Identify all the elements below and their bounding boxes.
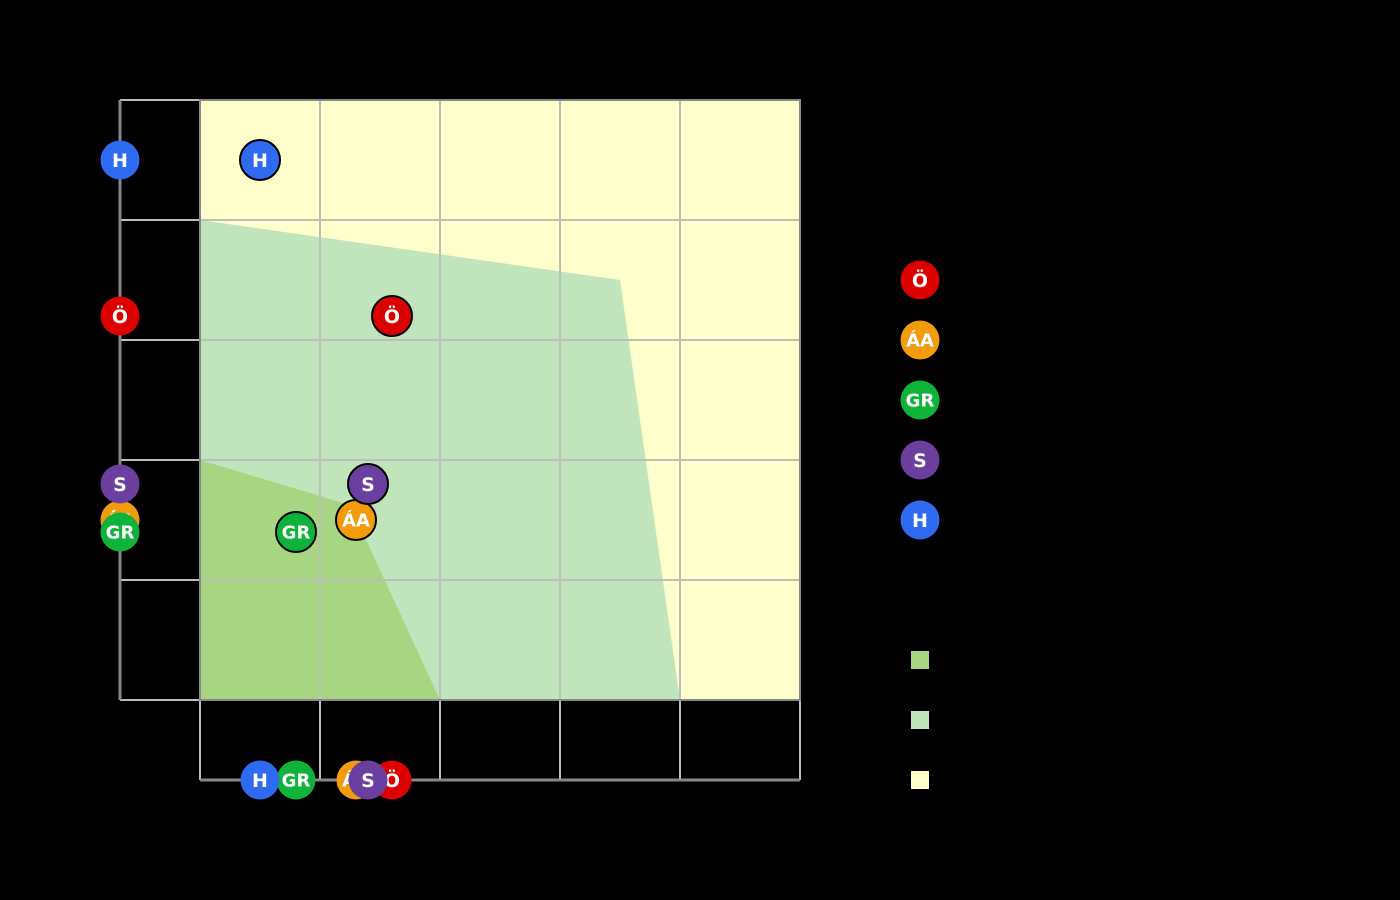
svg-text:Ö: Ö [384, 304, 400, 328]
svg-text:S: S [361, 770, 375, 792]
y-marginal-marker-S[interactable]: S [100, 464, 140, 504]
svg-text:Ö: Ö [912, 268, 928, 292]
svg-text:S: S [113, 474, 127, 496]
svg-text:ÁA: ÁA [342, 510, 370, 532]
legend-marker-S[interactable]: S [900, 440, 940, 480]
data-point-H[interactable]: H [239, 139, 281, 181]
svg-text:H: H [112, 150, 128, 172]
legend-marker-GR[interactable]: GR [900, 380, 940, 420]
legend-marker-Ö[interactable]: Ö [900, 260, 940, 300]
legend-marker-H[interactable]: H [900, 500, 940, 540]
x-marginal-marker-H[interactable]: H [240, 760, 280, 800]
data-point-GR[interactable]: GR [275, 511, 317, 553]
svg-text:GR: GR [106, 523, 135, 544]
svg-text:S: S [913, 450, 927, 472]
legend-swatch [911, 651, 929, 669]
svg-text:GR: GR [282, 771, 311, 792]
svg-text:H: H [912, 510, 928, 532]
svg-text:H: H [252, 150, 268, 172]
legend-swatch [911, 771, 929, 789]
y-marginal-marker-H[interactable]: H [100, 140, 140, 180]
x-marginal-marker-S[interactable]: S [348, 760, 388, 800]
svg-text:ÁA: ÁA [906, 330, 934, 352]
data-point-S[interactable]: S [347, 463, 389, 505]
svg-text:Ö: Ö [384, 768, 400, 792]
legend-marker-ÁA[interactable]: ÁA [900, 320, 940, 360]
svg-text:GR: GR [282, 523, 311, 544]
data-point-Ö[interactable]: Ö [371, 295, 413, 337]
legend-swatch [911, 711, 929, 729]
svg-text:GR: GR [906, 391, 935, 412]
svg-text:S: S [361, 474, 375, 496]
data-point-ÁA[interactable]: ÁA [335, 499, 377, 541]
svg-text:Ö: Ö [112, 304, 128, 328]
plot-border [199, 99, 801, 701]
x-marginal-marker-GR[interactable]: GR [276, 760, 316, 800]
y-marginal-marker-Ö[interactable]: Ö [100, 296, 140, 336]
y-marginal-marker-GR[interactable]: GR [100, 512, 140, 552]
svg-text:H: H [252, 770, 268, 792]
